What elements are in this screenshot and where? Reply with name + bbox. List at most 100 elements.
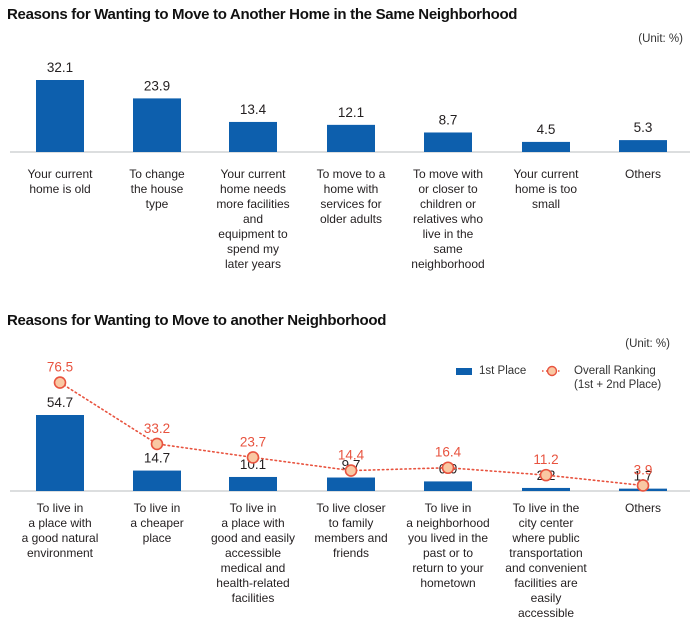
chart-2-category-label: medical and [221, 561, 286, 575]
chart-1-category-label: same [433, 242, 463, 256]
chart-2-legend: 1st Place Overall Ranking (1st + 2nd Pla… [450, 364, 690, 396]
chart-2-overall-point [344, 464, 358, 477]
chart-1-bar [522, 141, 570, 152]
chart-2-bar [327, 477, 375, 491]
chart-2-category-label: you lived in the [408, 531, 488, 545]
chart-1-value-label: 5.3 [634, 120, 653, 135]
chart-2-bar-value-label: 14.7 [144, 451, 170, 466]
chart-1-category-label: To change [129, 167, 185, 181]
chart-1-title: Reasons for Wanting to Move to Another H… [7, 6, 518, 23]
chart-2-category-label: a good natural [22, 531, 99, 545]
chart-2-bar [522, 487, 570, 491]
chart-1-category-label: older adults [320, 212, 382, 226]
chart-1-bar [327, 124, 375, 152]
chart-1-value-label: 13.4 [240, 102, 267, 117]
chart-2-overall-point [150, 437, 164, 451]
chart-1-bar [229, 121, 277, 152]
chart-2-bar [133, 470, 181, 491]
chart-2-bar [229, 476, 277, 491]
chart-2-overall-point [539, 468, 553, 482]
chart-1-category-label: spend my [227, 242, 279, 256]
chart-1-category-label: services for [320, 197, 381, 211]
chart-1-category-label: home with [324, 182, 379, 196]
legend-overall-ranking-label: Overall Ranking (1st + 2nd Place) [574, 364, 661, 392]
chart-2-overall-value-label: 76.5 [47, 360, 73, 375]
chart-2-category-label: health-related [216, 576, 289, 590]
chart-2-unit: (Unit: %) [625, 338, 670, 350]
chart-1-category-label: and [243, 212, 263, 226]
chart-2-category-label: To live in [134, 501, 181, 515]
chart-2-overall-value-label: 3.9 [634, 462, 653, 477]
legend-overall-line-2: (1st + 2nd Place) [574, 379, 662, 391]
chart-1-value-label: 32.1 [47, 60, 73, 75]
chart-1-category-label: relatives who [413, 212, 483, 226]
chart-1-category-label: Your current [514, 167, 580, 181]
chart-2-category-label: To live in the [513, 501, 580, 515]
chart-1-category-label: more facilities [216, 197, 289, 211]
chart-2-category-label: return to your [412, 561, 483, 575]
chart-1-category-label: or closer to [418, 182, 478, 196]
chart-2-category-label: a neighborhood [406, 516, 489, 530]
chart-2-category-label: and convenient [505, 561, 587, 575]
chart-2-category-label: hometown [420, 576, 475, 590]
chart-2-category-label: facilities are [514, 576, 578, 590]
chart-2-title: Reasons for Wanting to Move to another N… [7, 312, 387, 329]
chart-2-bar-value-label: 10.1 [240, 457, 266, 472]
chart-2-category-label: where public [511, 531, 579, 545]
chart-1-category-label: the house [131, 182, 184, 196]
chart-2-category-label: a cheaper [130, 516, 183, 530]
chart-2-overall-point [53, 376, 67, 389]
chart-1-category-label: Your current [221, 167, 287, 181]
chart-2-category-label: good and easily [211, 531, 295, 545]
chart-2-category-label: To live closer [316, 501, 385, 515]
chart-2-category-label: environment [27, 546, 94, 560]
chart-1-category-label: type [146, 197, 169, 211]
chart-2-category-label: place [143, 531, 172, 545]
chart-2-category-label: To live in [37, 501, 84, 515]
legend-bar-swatch-icon [456, 368, 472, 375]
chart-1-value-label: 8.7 [439, 112, 458, 127]
chart-1-bar [133, 98, 181, 152]
chart-2-bar [36, 415, 84, 491]
chart-2-bar [424, 481, 472, 491]
chart-1-category-label: Your current [28, 167, 94, 181]
chart-2-category-label: Others [625, 501, 661, 515]
chart-2-bar-value-label: 1.7 [634, 469, 653, 484]
chart-2-category-label: friends [333, 546, 369, 560]
chart-1-category-label: children or [420, 197, 476, 211]
chart-2-category-label: transportation [509, 546, 582, 560]
chart-2-category-label: To live in [425, 501, 472, 515]
chart-1-category-label: neighborhood [411, 257, 484, 271]
chart-2-category-label: members and [314, 531, 387, 545]
chart-2-category-label: city center [519, 516, 574, 530]
chart-1-bar [619, 140, 667, 152]
chart-1-value-label: 4.5 [537, 122, 556, 137]
chart-1-category-label: later years [225, 257, 281, 271]
chart-2-category-label: accessible [225, 546, 281, 560]
legend-line-swatch-icon [542, 365, 562, 377]
chart-1-category-label: live in the [423, 227, 474, 241]
chart-2-category-label: a place with [28, 516, 91, 530]
legend-overall-line-1: Overall Ranking [574, 365, 656, 377]
legend-1st-place-label: 1st Place [479, 365, 527, 377]
chart-1-category-label: To move with [413, 167, 483, 181]
chart-2-overall-value-label: 23.7 [240, 434, 266, 449]
chart-2-overall-value-label: 14.4 [338, 448, 365, 463]
chart-2-overall-value-label: 16.4 [435, 445, 462, 460]
chart-1-unit: (Unit: %) [638, 33, 683, 45]
chart-2-bar-value-label: 54.7 [47, 395, 73, 410]
chart-2-overall-value-label: 11.2 [533, 452, 558, 467]
chart-1-category-label: To move to a [317, 167, 386, 181]
chart-2-category-label: facilities [232, 591, 275, 605]
chart-1-value-label: 12.1 [338, 105, 364, 120]
chart-2-category-label: easily [531, 591, 562, 605]
chart-1-category-label: Others [625, 167, 661, 181]
chart-1-category-label: home is old [29, 182, 90, 196]
chart-2-category-label: to family [329, 516, 374, 530]
chart-2-overall-point [636, 479, 650, 492]
chart-2-category-label: past or to [423, 546, 473, 560]
chart-2-category-label: To live in [230, 501, 277, 515]
chart-2-overall-point [246, 451, 260, 464]
